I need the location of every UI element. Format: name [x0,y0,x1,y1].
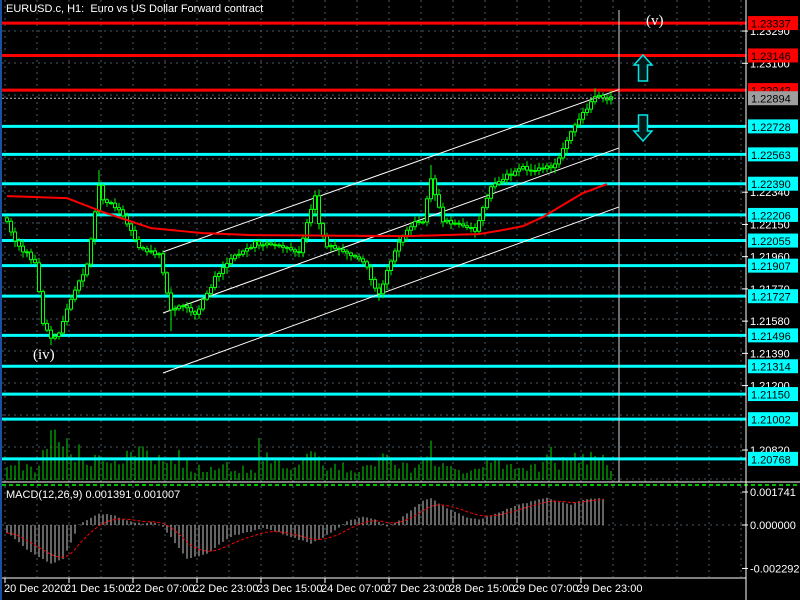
macd-indicator-label: MACD(12,26,9) 0.001391 0.001007 [6,489,181,501]
wave-label-text[interactable]: (iv) [33,347,55,363]
svg-text:1.21002: 1.21002 [751,415,791,427]
price-label-box [748,16,798,31]
price-label-box [748,387,798,402]
svg-text:-0.002292: -0.002292 [750,563,800,575]
price-label-box [748,233,798,248]
price-label-box [748,289,798,304]
time-label: 20 Dec 2020 [4,583,66,595]
time-label: 29 Dec 07:00 [513,583,578,595]
svg-text:1.22563: 1.22563 [751,150,791,162]
price-scale: 1.232901.231001.223401.221501.219601.217… [742,16,800,575]
price-label-box [748,48,798,63]
svg-text:1.23337: 1.23337 [751,19,791,31]
macd-pane [6,497,604,564]
price-label-box [748,359,798,374]
trend-channel-lines[interactable] [162,89,620,374]
svg-text:0.000000: 0.000000 [750,520,796,532]
channel-line[interactable] [162,147,620,314]
price-label-box [748,91,798,106]
price-label-box [748,147,798,162]
svg-text:1.20768: 1.20768 [751,454,791,466]
time-label: 24 Dec 07:00 [321,583,386,595]
svg-text:1.21314: 1.21314 [751,362,791,374]
svg-text:1.21580: 1.21580 [750,316,790,328]
price-label-box [748,207,798,222]
time-label: 22 Dec 23:00 [193,583,258,595]
channel-line[interactable] [162,206,620,374]
down-arrow-icon[interactable] [632,114,654,143]
up-arrow-icon[interactable] [632,53,654,82]
svg-text:1.22206: 1.22206 [751,210,791,222]
time-label: 29 Dec 23:00 [577,583,642,595]
svg-text:1.21907: 1.21907 [751,261,791,273]
price-label-box [748,328,798,343]
time-label: 23 Dec 15:00 [257,583,322,595]
svg-text:1.22390: 1.22390 [751,179,791,191]
price-label-box [748,258,798,273]
moving-average-line [6,183,608,238]
svg-text:1.21390: 1.21390 [750,348,790,360]
svg-text:1.22150: 1.22150 [750,219,790,231]
svg-text:1.22728: 1.22728 [751,122,791,134]
time-label: 27 Dec 23:00 [385,583,450,595]
svg-text:1.22894: 1.22894 [751,94,791,106]
wave-label-text[interactable]: (v) [646,13,664,29]
time-label: 28 Dec 15:00 [449,583,514,595]
svg-text:0.001741: 0.001741 [750,487,796,499]
price-label-box [748,412,798,427]
volume-histogram [6,429,612,480]
time-label: 22 Dec 07:00 [129,583,194,595]
svg-text:1.23146: 1.23146 [751,51,791,63]
price-label-box [748,176,798,191]
candles [5,88,613,346]
price-label-box [748,119,798,134]
chart-title: EURUSD.c, H1: Euro vs US Dollar Forward … [6,3,264,15]
support-resistance-lines[interactable] [2,21,746,461]
svg-text:1.22055: 1.22055 [751,236,791,248]
svg-text:1.21150: 1.21150 [751,390,790,402]
macd-signal-line [6,499,604,558]
price-label-box [748,451,798,466]
svg-text:1.21496: 1.21496 [751,331,791,343]
channel-line[interactable] [162,89,620,253]
time-label: 21 Dec 15:00 [65,583,130,595]
svg-text:1.21727: 1.21727 [751,292,791,304]
